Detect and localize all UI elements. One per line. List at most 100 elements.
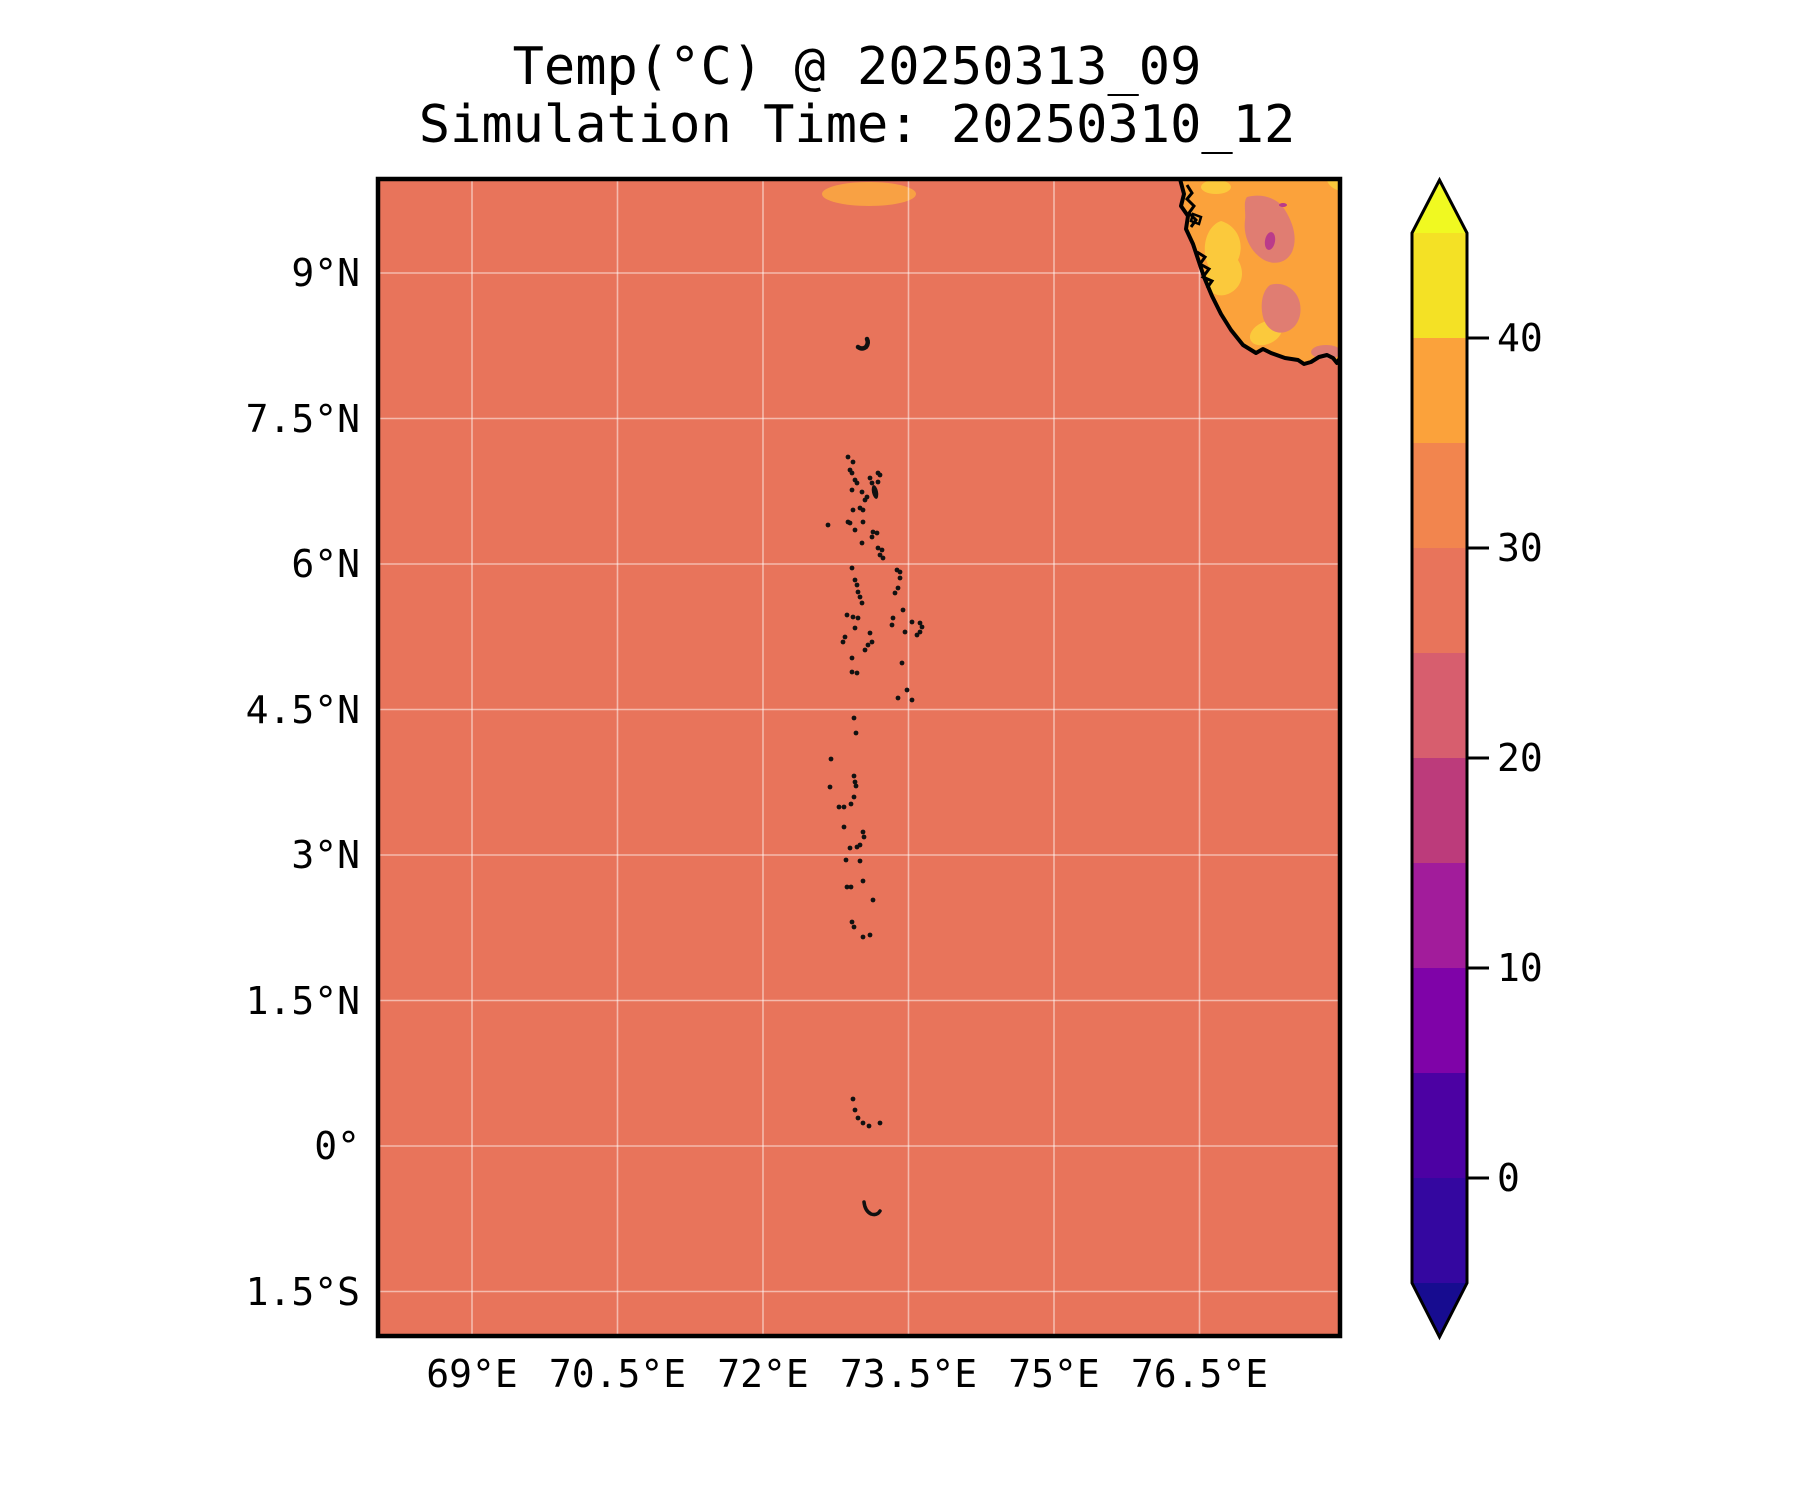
colorbar-tick-label: 20 <box>1497 736 1543 780</box>
y-tick-label: 1.5°S <box>245 1269 360 1314</box>
island-dot <box>849 919 855 925</box>
island-dot <box>867 932 873 938</box>
north-boundary-warm-blob <box>822 182 916 206</box>
graticule-gridlines <box>378 179 1340 1336</box>
colorbar-segment <box>1412 233 1467 338</box>
colorbar-tick-label: 10 <box>1497 946 1543 990</box>
island-dot <box>919 624 925 630</box>
colorbar-over-arrow <box>1412 180 1467 233</box>
island-dot <box>899 660 905 666</box>
island-dot <box>895 695 901 701</box>
island-dot <box>892 590 898 596</box>
island-dot <box>869 534 875 540</box>
y-tick-label: 9°N <box>291 251 360 295</box>
island-dot <box>857 594 863 600</box>
island-dot <box>842 634 848 640</box>
lagoon-squiggle-north <box>1184 184 1198 228</box>
island-dot <box>854 582 860 588</box>
island-dot <box>853 730 859 736</box>
cool-temperature-patches <box>1244 195 1341 359</box>
island-dot <box>877 1120 883 1126</box>
colorbar-under-arrow <box>1412 1283 1467 1337</box>
colorbar-segment <box>1412 653 1467 758</box>
island-dot <box>843 857 849 863</box>
island-dot <box>867 475 873 481</box>
island-dot <box>917 620 923 626</box>
island-dot <box>850 459 856 465</box>
y-tick-label: 7.5°N <box>245 396 360 441</box>
island-dot <box>904 687 910 693</box>
colorbar-segments <box>1412 233 1467 1283</box>
island-dot <box>879 547 885 553</box>
island-dot <box>854 480 860 486</box>
colorbar-tick-marks <box>1467 336 1489 1180</box>
x-tick-label: 70.5°E <box>548 1352 687 1396</box>
island-dot <box>865 642 871 648</box>
island-dot <box>851 773 857 779</box>
island-dot <box>841 824 847 830</box>
island-dot <box>857 842 863 848</box>
island-dot <box>900 607 906 613</box>
island-dot <box>852 527 858 533</box>
minicoy-island <box>855 336 871 351</box>
colorbar-outline <box>1410 176 1469 1341</box>
island-dot <box>869 639 875 645</box>
island-dot <box>847 520 853 526</box>
map-border <box>375 176 1343 1339</box>
island-dot <box>850 507 856 513</box>
x-tick-label: 72°E <box>717 1352 809 1396</box>
colorbar-segment <box>1412 758 1467 863</box>
colorbar-tick-label: 0 <box>1497 1156 1520 1200</box>
island-dot <box>840 639 846 645</box>
male-atoll-reef <box>871 485 879 499</box>
y-tick-label: 1.5°N <box>245 978 360 1023</box>
island-dot <box>877 552 883 558</box>
island-dot <box>849 565 855 571</box>
island-dot <box>857 858 863 864</box>
colorbar-segment <box>1412 443 1467 548</box>
colorbar-segment <box>1412 548 1467 653</box>
lagoon-loop <box>1189 212 1203 226</box>
island-dot <box>895 585 901 591</box>
y-tick-label: 6°N <box>291 542 360 586</box>
coastline <box>1178 178 1342 366</box>
island-dot <box>851 924 857 930</box>
island-dot <box>875 479 881 485</box>
x-tick-label: 69°E <box>426 1352 518 1396</box>
island-dot <box>852 577 858 583</box>
island-dot <box>917 629 923 635</box>
island-dot <box>880 555 886 561</box>
island-dot <box>855 1115 861 1121</box>
island-dot <box>853 783 859 789</box>
island-dot <box>860 878 866 884</box>
plot-title: Temp(°C) @ 20250313_09 Simulation Time: … <box>419 38 1296 154</box>
island-dot <box>877 472 883 478</box>
island-dot <box>870 529 876 535</box>
ocean-region <box>378 179 1340 1336</box>
island-dot <box>909 697 915 703</box>
colorbar-segment <box>1412 338 1467 443</box>
island-dot <box>848 884 854 890</box>
island-dot <box>851 715 857 721</box>
island-dot <box>844 612 850 618</box>
island-dot <box>897 569 903 575</box>
island-dot <box>866 1123 872 1129</box>
island-dot <box>867 630 873 636</box>
island-dot <box>825 522 831 528</box>
island-dot <box>855 589 861 595</box>
island-dots <box>825 454 925 1129</box>
island-dot <box>850 614 856 620</box>
island-dot <box>897 575 903 581</box>
island-dot <box>852 1107 858 1113</box>
island-dot <box>827 784 833 790</box>
y-tick-label: 0° <box>314 1124 360 1168</box>
colorbar-segment <box>1412 1178 1467 1283</box>
island-dot <box>848 801 854 807</box>
x-tick-label: 76.5°E <box>1130 1352 1269 1396</box>
addu-atoll <box>862 1200 882 1217</box>
x-tick-label: 75°E <box>1008 1352 1100 1396</box>
island-dot <box>836 804 842 810</box>
island-dot <box>889 622 895 628</box>
